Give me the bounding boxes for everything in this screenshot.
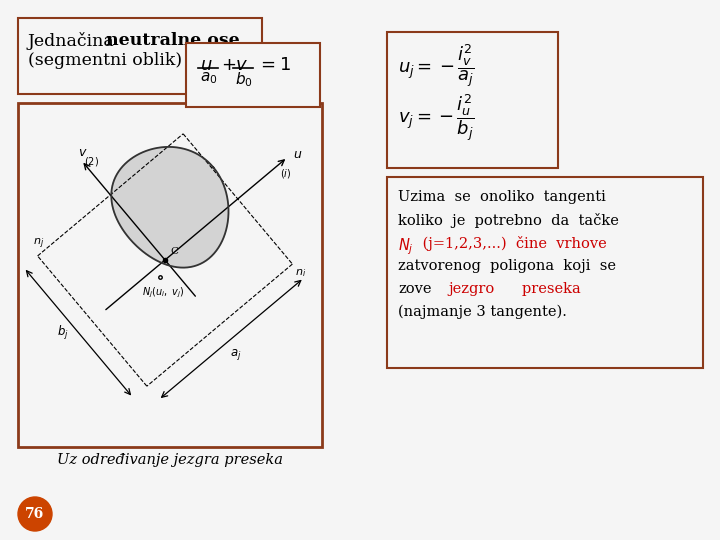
FancyBboxPatch shape [18, 18, 262, 94]
Text: jezgro      preseka: jezgro preseka [448, 282, 581, 296]
FancyBboxPatch shape [18, 103, 322, 447]
Text: Jednačina: Jednačina [28, 32, 120, 50]
Text: $v_j = -\dfrac{i_u^2}{b_j}$: $v_j = -\dfrac{i_u^2}{b_j}$ [398, 92, 474, 143]
Polygon shape [112, 147, 228, 268]
Text: neutralne ose: neutralne ose [106, 32, 240, 49]
FancyBboxPatch shape [387, 177, 703, 368]
Text: 76: 76 [25, 507, 45, 521]
Text: $n_j$: $n_j$ [32, 237, 44, 251]
Text: $a_j$: $a_j$ [230, 347, 242, 362]
Text: (segmentni oblik): (segmentni oblik) [28, 52, 182, 69]
FancyBboxPatch shape [186, 43, 320, 107]
Text: zove: zove [398, 282, 431, 296]
Text: Uz određivanje jezgra preseka: Uz određivanje jezgra preseka [57, 453, 283, 467]
Text: $v$: $v$ [78, 146, 88, 159]
Text: $+$: $+$ [221, 56, 236, 74]
Text: $N_j(u_i,\ v_j)$: $N_j(u_i,\ v_j)$ [142, 285, 184, 300]
Text: $u$: $u$ [200, 56, 212, 74]
Text: C: C [170, 247, 178, 256]
Text: $n_i$: $n_i$ [295, 267, 307, 279]
Text: $v$: $v$ [235, 56, 248, 74]
Text: $u_j = -\dfrac{i_v^2}{a_j}$: $u_j = -\dfrac{i_v^2}{a_j}$ [398, 42, 474, 89]
Text: (j=1,2,3,...)  čine  vrhove: (j=1,2,3,...) čine vrhove [418, 236, 607, 251]
Text: $= 1$: $= 1$ [257, 56, 291, 74]
Text: koliko  je  potrebno  da  tačke: koliko je potrebno da tačke [398, 213, 619, 228]
Text: $b_0$: $b_0$ [235, 70, 253, 89]
Text: $u$: $u$ [292, 147, 302, 161]
FancyBboxPatch shape [387, 32, 558, 168]
Text: $(i)$: $(i)$ [279, 167, 291, 180]
Text: $a_0$: $a_0$ [200, 70, 217, 86]
Text: $N_j$: $N_j$ [398, 236, 414, 256]
Text: (najmanje 3 tangente).: (najmanje 3 tangente). [398, 305, 567, 319]
Circle shape [18, 497, 52, 531]
Text: Uzima  se  onoliko  tangenti: Uzima se onoliko tangenti [398, 190, 606, 204]
Text: $(2)$: $(2)$ [84, 156, 99, 168]
Text: zatvorenog  poligona  koji  se: zatvorenog poligona koji se [398, 259, 616, 273]
Text: $b_j$: $b_j$ [57, 323, 68, 342]
